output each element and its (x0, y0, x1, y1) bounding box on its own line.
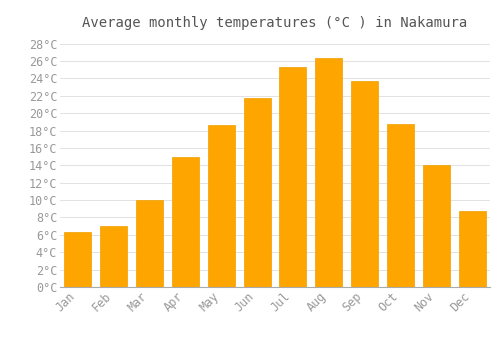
Title: Average monthly temperatures (°C ) in Nakamura: Average monthly temperatures (°C ) in Na… (82, 16, 468, 30)
Bar (208, 125, 234, 287)
Bar (136, 200, 163, 287)
Bar (64, 232, 92, 287)
Bar (100, 226, 127, 287)
Bar (351, 81, 378, 287)
Bar (172, 157, 199, 287)
Bar (423, 165, 450, 287)
Bar (244, 98, 270, 287)
Bar (316, 58, 342, 287)
Bar (387, 124, 414, 287)
Bar (280, 67, 306, 287)
Bar (458, 211, 485, 287)
